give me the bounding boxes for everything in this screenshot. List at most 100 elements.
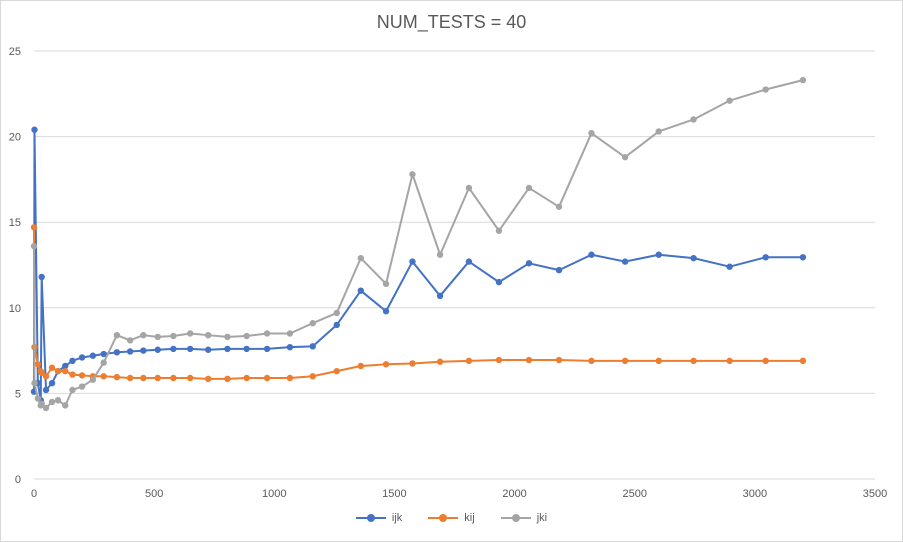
data-point-ijk [309,343,316,350]
data-point-jki [224,333,231,341]
data-point-kij [100,373,107,380]
data-point-jki [495,227,503,234]
data-point-kij [465,357,473,365]
data-point-jki [655,128,662,135]
data-point-ijk [655,251,662,258]
data-point-kij [243,374,250,382]
data-point-jki [186,330,194,337]
data-point-ijk [690,254,697,262]
x-tick-label: 2000 [502,488,526,500]
data-point-jki [286,330,294,337]
data-point-kij [48,364,56,371]
data-point-jki [436,251,444,258]
data-point-kij [170,374,177,382]
data-point-jki [113,331,121,339]
y-tick-label: 15 [9,217,21,229]
data-point-jki [69,386,76,394]
data-point-kij [69,371,76,378]
legend-swatch [355,513,386,523]
data-point-kij [495,356,503,364]
y-tick-label: 0 [15,474,21,486]
data-point-jki [243,332,250,340]
data-point-ijk [38,273,45,281]
data-point-jki [309,320,316,327]
y-tick-label: 5 [15,388,21,400]
data-point-kij [621,357,629,365]
data-point-jki [100,359,107,366]
data-point-jki [409,171,416,178]
data-point-jki [465,184,473,192]
data-point-jki [62,402,69,409]
data-point-jki [357,254,364,262]
data-point-kij [38,369,45,377]
y-tick-label: 20 [9,132,21,144]
legend-item-jki: jki [500,512,547,524]
data-point-kij [357,362,364,370]
data-point-ijk [436,292,444,300]
data-point-kij [30,224,38,231]
data-point-kij [34,361,42,368]
y-tick-label: 25 [9,46,21,58]
data-point-jki [726,97,733,104]
data-point-jki [48,398,56,406]
data-point-jki [140,331,147,339]
x-tick-label: 500 [145,488,163,500]
legend-label: ijk [391,512,403,524]
data-point-jki [263,330,271,337]
data-point-ijk [409,258,416,265]
x-tick-label: 1000 [262,488,286,500]
data-point-jki [30,242,38,250]
series-line-jki [33,79,804,409]
data-point-ijk [382,308,390,315]
data-point-kij [655,357,662,365]
data-point-jki [89,376,97,383]
legend-label: kij [464,512,475,524]
data-point-kij [205,375,212,383]
data-point-jki [690,116,697,123]
x-tick-label: 2500 [622,488,646,500]
x-tick-label: 3000 [743,488,767,500]
legend-item-ijk: ijk [355,512,403,524]
series-jki [30,76,807,412]
data-point-ijk [495,278,503,286]
data-point-kij [762,357,769,365]
data-point-kij [286,374,294,382]
data-point-ijk [263,345,271,353]
legend: ijk kij jki [0,512,903,524]
data-point-ijk [62,362,69,370]
data-point-ijk [333,321,340,329]
data-point-ijk [89,352,97,359]
x-axis-ticks: 0 500 1000 1500 2000 2500 3000 3500 [31,488,887,500]
data-point-ijk [126,348,134,355]
data-point-ijk [69,357,76,365]
data-point-kij [588,357,595,365]
data-point-jki [34,395,42,402]
data-point-kij [333,367,340,375]
x-tick-label: 1500 [382,488,406,500]
series-group [30,76,807,412]
data-point-kij [726,357,733,365]
data-point-jki [126,337,134,344]
data-point-jki [154,333,161,341]
legend-swatch [428,513,459,523]
data-point-kij [224,375,231,383]
series-line-kij [33,227,803,380]
chart-title: NUM_TESTS = 40 [376,12,527,32]
data-point-ijk [186,345,194,353]
data-point-ijk [140,347,147,354]
data-point-ijk [286,343,294,351]
data-point-ijk [42,386,50,394]
y-axis-ticks: 0 5 10 15 20 25 [9,46,21,486]
data-point-kij [382,361,390,368]
data-point-ijk [48,379,56,387]
data-point-kij [263,374,271,382]
data-point-kij [186,374,194,382]
x-tick-label: 0 [31,488,37,500]
series-kij [30,224,807,383]
data-point-kij [436,358,444,365]
data-point-kij [799,357,807,365]
data-point-ijk [621,258,629,265]
data-point-jki [762,86,769,93]
data-point-jki [555,203,563,210]
data-point-ijk [205,346,212,353]
